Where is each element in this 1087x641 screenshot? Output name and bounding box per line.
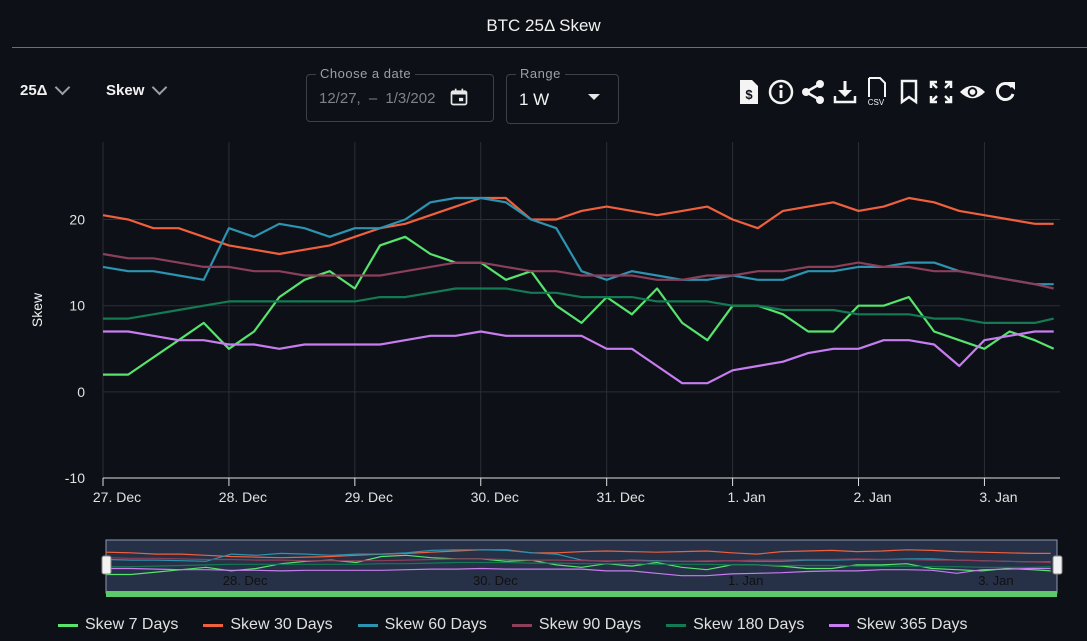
navigator-series-skew-180-days <box>106 561 1051 568</box>
chevron-down-icon <box>152 79 168 96</box>
legend-swatch <box>357 623 378 627</box>
csv-icon[interactable]: CSV <box>863 77 890 107</box>
legend-item-skew-60-days[interactable]: Skew 60 Days <box>357 616 487 634</box>
legend-label: Skew 30 Days <box>230 616 333 633</box>
chart-title: BTC 25Δ Skew <box>486 16 601 35</box>
legend-swatch <box>666 623 687 627</box>
title-divider <box>12 47 1087 48</box>
legend-swatch <box>829 623 850 627</box>
delta-dropdown[interactable]: 25Δ <box>20 79 71 99</box>
chart-toolbar: $ CSV <box>735 77 1018 107</box>
legend-swatch <box>58 623 78 627</box>
date-picker[interactable]: Choose a date 12/27, – 1/3/202 <box>306 66 494 122</box>
legend-label: Skew 90 Days <box>538 616 642 633</box>
x-tick-label: 27. Dec <box>93 489 141 505</box>
info-icon[interactable] <box>767 77 794 107</box>
pdf-dollar-icon[interactable]: $ <box>735 77 762 107</box>
y-tick-label: 0 <box>77 384 85 400</box>
legend-label: Skew 365 Days <box>856 616 968 633</box>
legend-swatch <box>203 623 224 627</box>
svg-text:$: $ <box>745 87 753 102</box>
metric-dropdown-label: Skew <box>106 82 145 99</box>
legend-item-skew-90-days[interactable]: Skew 90 Days <box>511 616 642 634</box>
legend-item-skew-180-days[interactable]: Skew 180 Days <box>666 616 804 634</box>
navigator-tick-label: 3. Jan <box>978 573 1013 588</box>
x-tick-label: 28. Dec <box>219 489 267 505</box>
series-line-skew-7-days <box>103 235 1055 376</box>
legend-swatch <box>511 623 532 627</box>
series-line-skew-90-days <box>102 252 1054 290</box>
legend-item-skew-30-days[interactable]: Skew 30 Days <box>203 616 333 634</box>
svg-text:CSV: CSV <box>867 98 884 107</box>
series-line-skew-30-days <box>102 196 1054 256</box>
chevron-down-icon <box>55 79 71 96</box>
series-line-skew-60-days <box>102 196 1054 286</box>
calendar-icon[interactable] <box>449 87 469 107</box>
refresh-icon[interactable] <box>991 77 1018 107</box>
navigator-series-skew-7-days <box>106 554 1051 576</box>
eye-icon[interactable] <box>959 77 986 107</box>
navigator-tick-label: 1. Jan <box>728 573 763 588</box>
series-line-skew-180-days <box>103 287 1054 324</box>
skew-chart: -10 0 10 20 27. Dec 28. Dec 29. Dec 30. Dec 31. … <box>29 142 1063 597</box>
x-tick-label: 31. Dec <box>597 489 645 505</box>
range-select-value: 1 W <box>519 90 550 109</box>
navigator-handle[interactable] <box>101 555 112 575</box>
x-tick-label: 30. Dec <box>471 489 519 505</box>
navigator-series-skew-30-days <box>105 549 1051 559</box>
fullscreen-icon[interactable] <box>927 77 954 107</box>
x-tick-label: 29. Dec <box>345 489 393 505</box>
navigator-handle[interactable] <box>1052 555 1063 575</box>
date-picker-label: Choose a date <box>316 66 416 81</box>
legend-label: Skew 180 Days <box>693 616 805 633</box>
range-select-label: Range <box>516 66 565 81</box>
legend-item-skew-7-days[interactable]: Skew 7 Days <box>58 616 178 634</box>
y-axis-label: Skew <box>29 292 45 327</box>
chart-legend: Skew 7 Days Skew 30 Days Skew 60 Days Skew … <box>58 616 968 634</box>
share-icon[interactable] <box>799 77 826 107</box>
navigator-tick-label: 28. Dec <box>223 573 268 588</box>
legend-label: Skew 60 Days <box>384 616 487 633</box>
x-tick-label: 1. Jan <box>728 489 766 505</box>
navigator-series-skew-90-days <box>105 557 1051 564</box>
navigator-tick-label: 30. Dec <box>473 573 518 588</box>
bookmark-icon[interactable] <box>895 77 922 107</box>
caret-down-icon <box>588 94 600 100</box>
delta-dropdown-label: 25Δ <box>20 82 48 99</box>
date-separator: – <box>368 90 378 107</box>
date-end[interactable]: 1/3/202 <box>385 90 436 107</box>
legend-item-skew-365-days[interactable]: Skew 365 Days <box>829 616 968 634</box>
y-tick-label: -10 <box>65 470 85 486</box>
download-icon[interactable] <box>831 77 858 107</box>
x-tick-label: 2. Jan <box>853 489 891 505</box>
y-tick-label: 10 <box>69 298 85 314</box>
navigator-scrollbar[interactable] <box>106 591 1057 597</box>
series-line-skew-365-days <box>103 330 1054 385</box>
y-tick-label: 20 <box>69 212 85 228</box>
navigator-series-skew-365-days <box>106 567 1051 577</box>
date-start[interactable]: 12/27, <box>319 90 361 107</box>
range-select[interactable]: Range 1 W <box>506 66 619 124</box>
metric-dropdown[interactable]: Skew <box>106 79 168 99</box>
x-tick-label: 3. Jan <box>979 489 1017 505</box>
legend-label: Skew 7 Days <box>85 616 179 633</box>
